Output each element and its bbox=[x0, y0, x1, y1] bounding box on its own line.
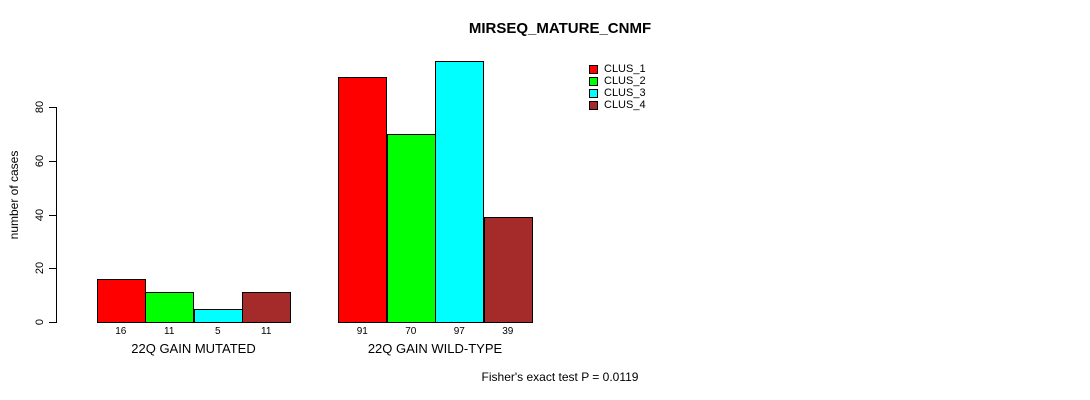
legend-item-clus_3: CLUS_3 bbox=[589, 87, 646, 99]
bar-value-label: 11 bbox=[261, 326, 272, 337]
legend-swatch-icon bbox=[589, 76, 598, 86]
group-label-22q-gain-wild-type: 22Q GAIN WILD-TYPE bbox=[367, 341, 503, 356]
y-axis-line bbox=[56, 107, 57, 323]
y-tick-label: 40 bbox=[34, 208, 46, 221]
bar-CLUS_4-22q-gain-mutated bbox=[242, 292, 291, 323]
chart-title: MIRSEQ_MATURE_CNMF bbox=[468, 20, 652, 37]
bar-value-label: 39 bbox=[502, 326, 514, 337]
legend-item-clus_1: CLUS_1 bbox=[589, 63, 646, 75]
bar-CLUS_1-22q-gain-wild-type bbox=[338, 77, 387, 323]
footnote: Fisher's exact test P = 0.0119 bbox=[481, 370, 639, 384]
y-tick-label: 80 bbox=[34, 100, 46, 114]
bar-CLUS_2-22q-gain-wild-type bbox=[387, 134, 436, 323]
y-tick-mark bbox=[49, 107, 56, 108]
y-tick-label: 0 bbox=[34, 318, 46, 326]
y-tick-mark bbox=[49, 160, 56, 162]
y-tick-label: 20 bbox=[34, 262, 46, 275]
bar-value-label: 70 bbox=[405, 326, 417, 337]
legend-swatch-icon bbox=[589, 88, 598, 98]
legend: CLUS_1 CLUS_2 CLUS_3 CLUS_4 bbox=[589, 63, 646, 111]
y-tick-mark bbox=[49, 322, 56, 323]
legend-label: CLUS_3 bbox=[604, 87, 646, 99]
bar-value-label: 16 bbox=[115, 326, 127, 337]
bar-CLUS_3-22q-gain-wild-type bbox=[435, 61, 484, 323]
legend-label: CLUS_2 bbox=[604, 75, 646, 87]
legend-swatch-icon bbox=[589, 100, 598, 110]
legend-swatch-icon bbox=[589, 64, 598, 74]
bar-CLUS_1-22q-gain-mutated bbox=[97, 279, 146, 323]
y-tick-label: 60 bbox=[34, 154, 46, 167]
legend-label: CLUS_1 bbox=[604, 63, 646, 75]
y-tick-mark bbox=[49, 268, 56, 270]
bar-value-label: 5 bbox=[214, 326, 221, 337]
bar-CLUS_4-22q-gain-wild-type bbox=[484, 217, 533, 323]
y-tick-mark bbox=[49, 214, 56, 216]
bar-value-label: 91 bbox=[356, 326, 368, 337]
legend-item-clus_2: CLUS_2 bbox=[589, 75, 646, 87]
bar-value-label: 97 bbox=[453, 326, 465, 337]
legend-item-clus_4: CLUS_4 bbox=[589, 99, 646, 111]
bar-value-label: 11 bbox=[164, 326, 175, 337]
bar-CLUS_3-22q-gain-mutated bbox=[194, 309, 243, 323]
group-label-22q-gain-mutated: 22Q GAIN MUTATED bbox=[131, 341, 256, 356]
legend-label: CLUS_4 bbox=[604, 99, 646, 111]
y-axis-label: number of cases bbox=[7, 150, 21, 240]
bar-CLUS_2-22q-gain-mutated bbox=[145, 292, 194, 323]
